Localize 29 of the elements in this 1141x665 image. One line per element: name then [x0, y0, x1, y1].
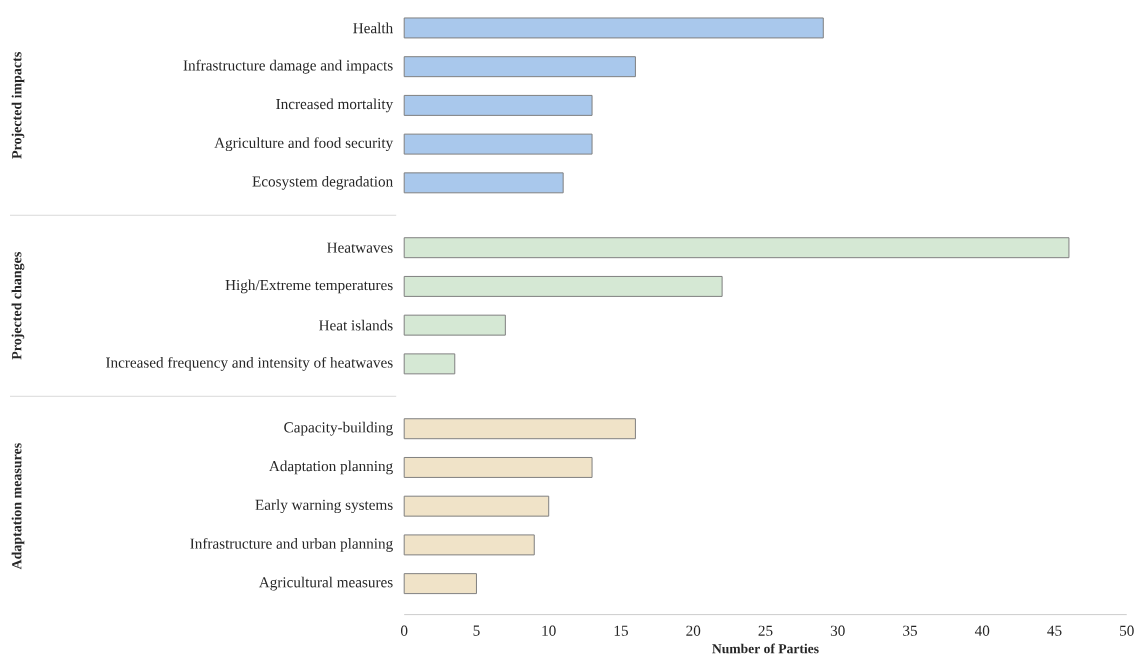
y-tick-label: Heatwaves	[327, 242, 393, 253]
y-tick-label: Agricultural measures	[258, 576, 393, 591]
x-tick-label: 5	[473, 625, 480, 636]
y-tick-label: Increased mortality	[276, 98, 394, 113]
text: Projected impacts	[11, 52, 25, 159]
y-tick-label: Infrastructure damage and impacts	[183, 59, 393, 74]
x-tick-label: 30	[830, 625, 845, 637]
y-tick-label: Infrastructure and urban planning	[190, 538, 393, 553]
y-tick-label: Health	[353, 22, 393, 34]
x-tick-label: 0	[400, 625, 408, 637]
y-tick-label: Ecosystem degradation	[252, 176, 393, 190]
y-tick-label: High/Extreme temperatures	[225, 279, 393, 294]
y-tick-label: Heat islands	[319, 319, 393, 331]
x-tick-label: 40	[974, 625, 990, 637]
x-tick-label: 25	[758, 625, 773, 636]
y-tick-label: Adaptation planning	[269, 460, 393, 475]
x-tick-label: 10	[542, 625, 556, 637]
x-tick-label: 15	[614, 625, 628, 636]
x-tick-label: 50	[1120, 625, 1134, 637]
y-tick-label: Capacity-building	[284, 421, 393, 436]
y-tick-label: Early warning systems	[255, 499, 393, 514]
x-tick-label: 35	[903, 625, 917, 636]
x-tick-label: 45	[1047, 625, 1062, 636]
x-tick-label: 20	[686, 625, 701, 637]
text: Projected changes	[11, 252, 25, 360]
y-tick-label: Increased frequency and intensity of heatwaves	[106, 357, 393, 372]
text: Adaptation measures	[11, 443, 25, 570]
y-tick-label: Agriculture and food security	[214, 137, 394, 152]
x-axis-title: Number of Parties	[712, 643, 819, 654]
